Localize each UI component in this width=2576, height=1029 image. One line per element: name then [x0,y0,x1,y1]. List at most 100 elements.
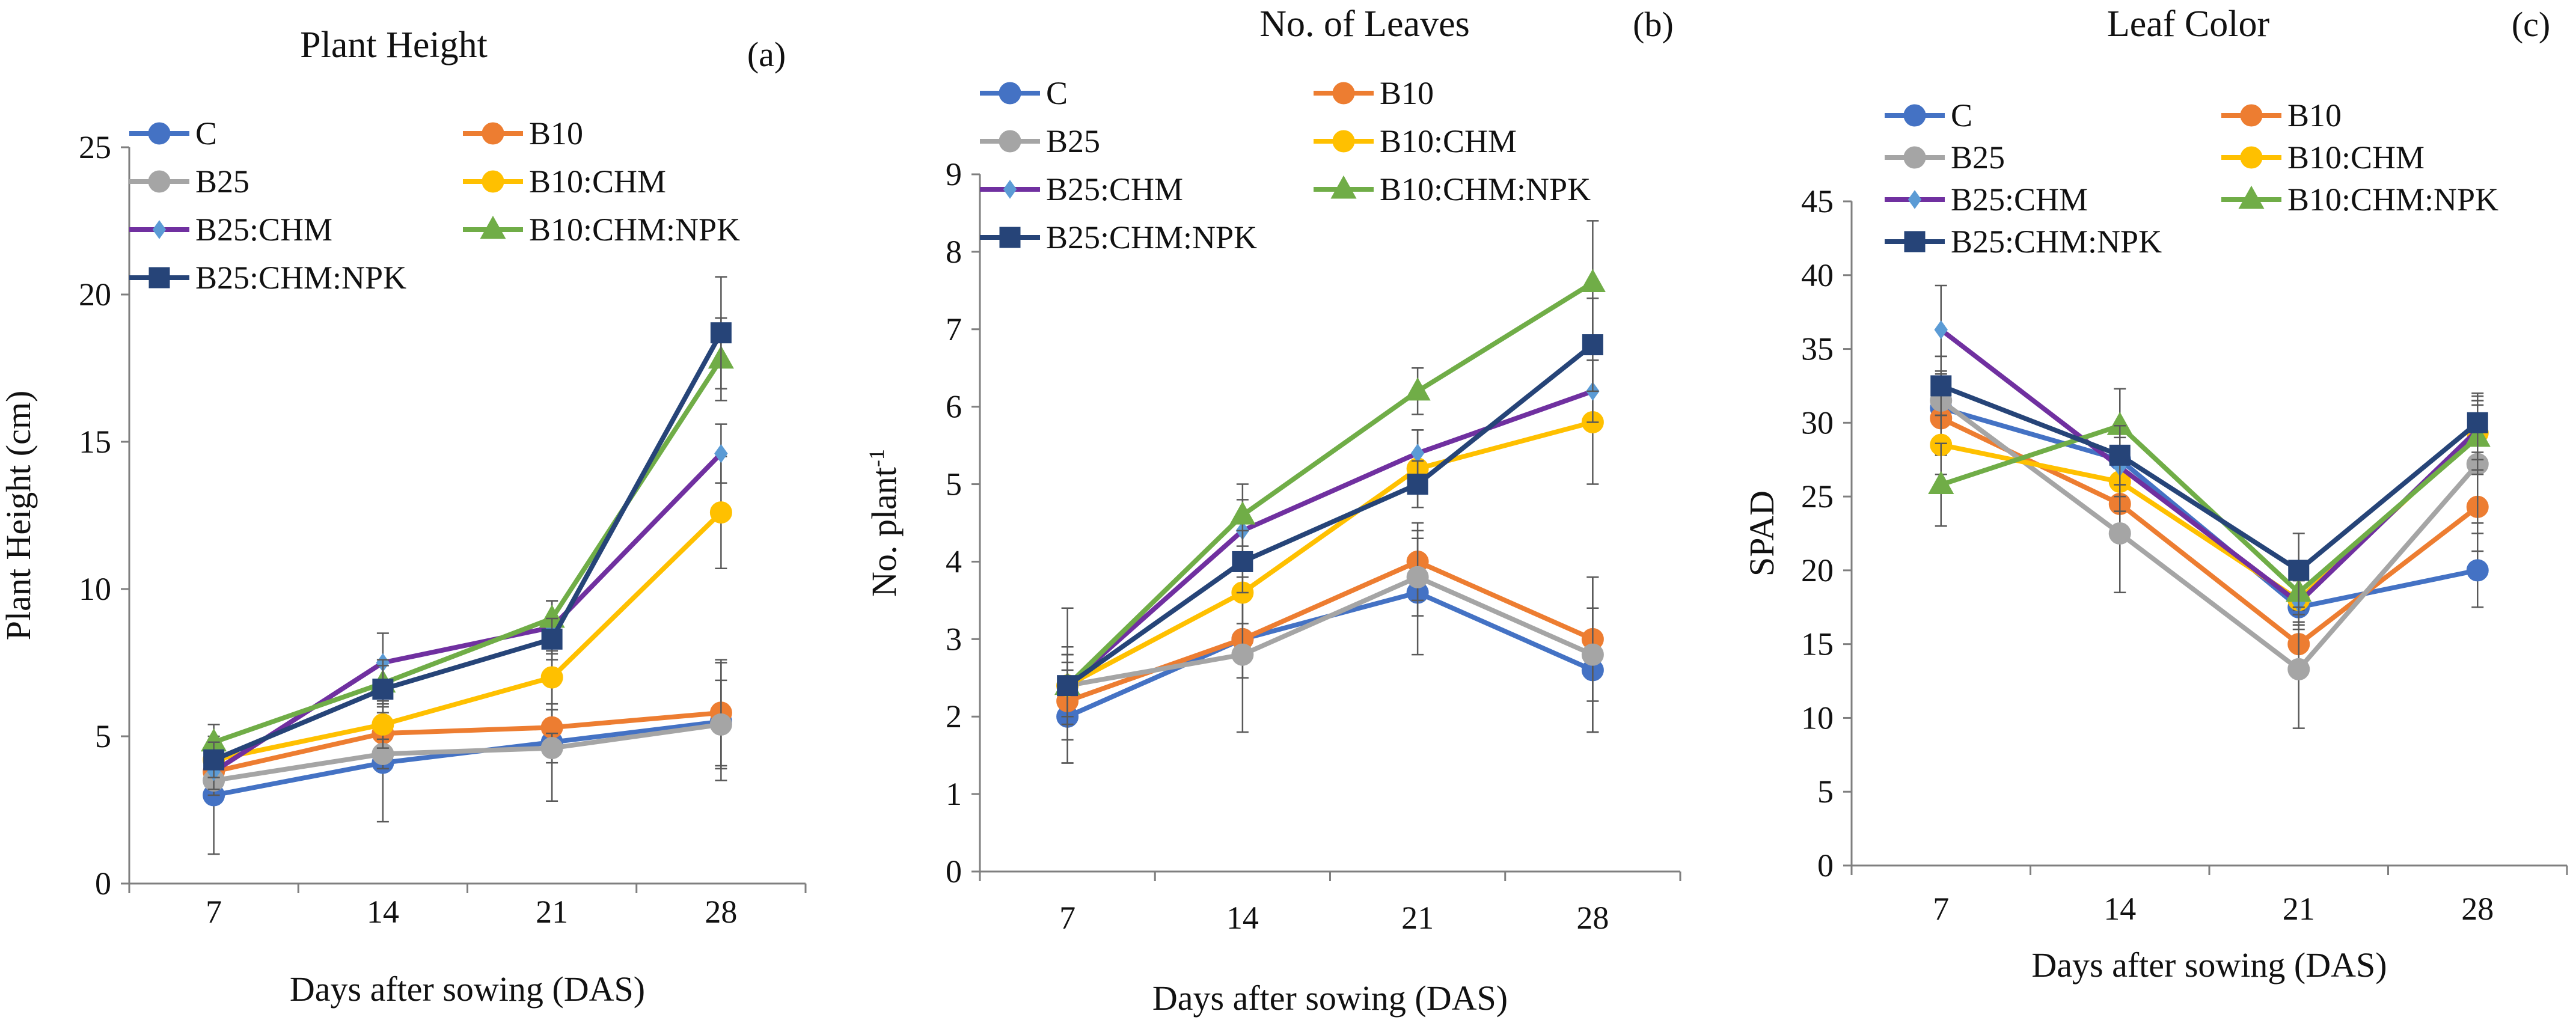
legend-item-b25-chm-npk: B25:CHM:NPK [129,260,406,296]
y-tick-label: 10 [1801,700,1834,736]
legend-item-b10: B10 [2221,97,2342,133]
y-tick-label: 25 [79,129,111,165]
y-tick-label: 10 [79,571,111,607]
legend-marker [480,215,506,239]
legend-item-b25-chm: B25:CHM [129,212,332,248]
data-point [1930,375,1952,397]
legend-marker [999,227,1021,248]
series-line [1066,343,1594,688]
data-point [541,628,563,650]
legend-marker [1332,82,1355,105]
data-point [2466,559,2489,582]
panel-label: (a) [747,35,786,74]
series-b25-chm-npk [203,276,732,778]
series-b10-chm-npk [1054,220,1606,718]
legend-marker [148,170,171,193]
legend-label: B25:CHM:NPK [1046,219,1257,255]
y-axis-title: No. plant-1 [864,449,904,597]
x-tick-label: 7 [206,894,222,930]
legend-marker [999,130,1021,153]
legend-item-b25: B25 [1885,139,2005,176]
legend-label: B10:CHM:NPK [2287,182,2498,218]
series-line [1939,398,2480,672]
data-point [1582,334,1603,356]
data-point [2287,658,2310,680]
x-tick-label: 7 [1059,900,1075,936]
data-point [540,737,563,760]
legend-marker [148,122,171,145]
legend-label: B10:CHM [2287,139,2425,176]
legend-item-c: C [1885,97,1972,133]
x-tick-label: 7 [1933,891,1949,927]
data-point [2467,412,2488,433]
series-line [1939,328,2480,605]
legend-marker [1330,175,1357,199]
legend-label: B10 [529,115,583,151]
data-point [714,444,728,463]
legend-marker [482,122,504,145]
legend-marker [2238,185,2265,209]
y-tick-label: 20 [1801,552,1834,588]
series-line [1066,420,1594,688]
series-b25 [1056,537,1604,764]
legend-label: B25 [1046,123,1100,159]
legend-marker [482,170,504,193]
chart-title: No. of Leaves [1259,4,1469,44]
series-b10-chm-npk [201,317,734,761]
legend-item-b10-chm: B10:CHM [463,163,666,200]
legend: C B10 B25 B10:CHM B25:CHM B10:CHM:NPK B25:CHM:… [129,115,740,296]
legend-marker [1903,104,1926,127]
legend-item-b10-chm-npk: B10:CHM:NPK [2221,182,2498,218]
legend-item-b10-chm: B10:CHM [1314,123,1517,159]
y-tick-label: 1 [946,776,962,812]
y-tick-label: 25 [1801,478,1834,514]
series-line [212,451,723,774]
legend-item-b10-chm-npk: B10:CHM:NPK [1314,171,1591,207]
chart-panel-c: Leaf Color (c) 0 5 10 15 20 25 30 35 40 45 7 14 21 28 Da… [1742,4,2568,985]
legend-marker [2240,104,2263,127]
legend: C B10 B25 B10:CHM B25:CHM B10:CHM:NPK B25:CHM:… [1885,97,2498,260]
y-tick-label: 7 [946,311,962,347]
legend-item-c: C [980,75,1068,111]
legend-label: B10 [2287,97,2342,133]
legend-marker [152,220,167,239]
series-line [213,358,723,745]
y-tick-label: 6 [946,389,962,425]
legend-label: B25:CHM:NPK [1951,224,2162,260]
legend-label: B25 [1951,139,2005,176]
legend-item-b25: B25 [980,123,1100,159]
legend-item-b25-chm: B25:CHM [980,171,1183,207]
data-point [1057,675,1078,697]
series-b25 [203,679,732,796]
x-tick-label: 21 [536,894,568,930]
panel-label: (c) [2512,5,2550,44]
x-tick-label: 14 [367,894,399,930]
series-line [1065,389,1594,688]
legend: C B10 B25 B10:CHM B25:CHM B10:CHM:NPK B25:CHM:… [980,75,1591,255]
data-point [2288,560,2310,581]
y-tick-label: 40 [1801,257,1834,293]
legend-label: C [1951,97,1972,133]
series-line [1065,281,1594,688]
y-tick-label: 8 [946,234,962,270]
series-b25-chm-npk [1930,355,2488,608]
x-tick-label: 28 [1576,900,1609,936]
legend-item-b25: B25 [129,163,249,200]
legend-label: B25:CHM [1951,182,2088,218]
legend-label: B25 [195,163,249,200]
legend-item-c: C [129,115,217,151]
legend-label: C [195,115,217,151]
data-point [709,501,732,524]
y-tick-label: 3 [946,621,962,657]
legend-marker [1904,231,1926,252]
series-b25-chm-npk [1057,297,1603,718]
series-line [1940,423,2479,595]
data-point [1406,566,1429,588]
y-tick-label: 2 [946,698,962,734]
x-tick-label: 28 [705,894,737,930]
series-b10 [1056,522,1604,741]
data-point [1928,471,1954,494]
legend-item-b10-chm-npk: B10:CHM:NPK [463,212,740,248]
legend-label: C [1046,75,1068,111]
